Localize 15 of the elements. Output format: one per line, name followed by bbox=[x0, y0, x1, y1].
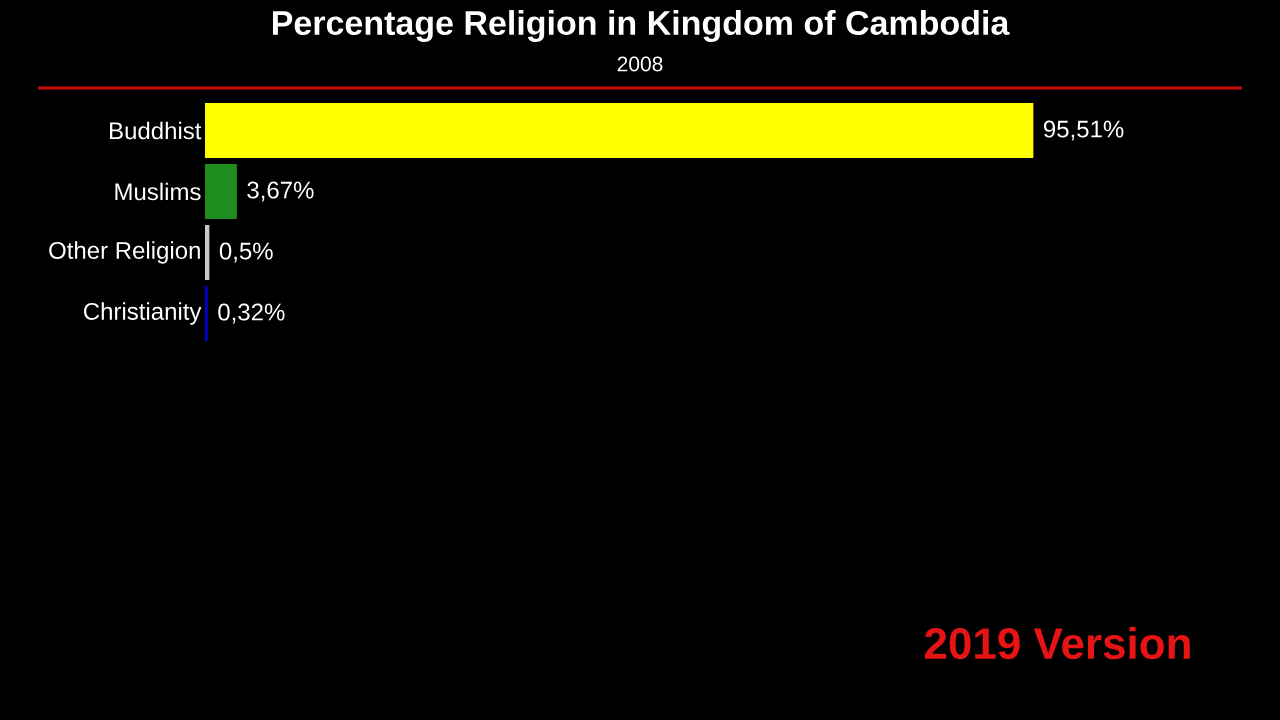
data-label: 0,5% bbox=[219, 242, 273, 263]
y-tick-label: Buddhist bbox=[110, 121, 202, 140]
text: 2019 Version bbox=[924, 626, 1190, 660]
y-tick-label: Muslims bbox=[115, 182, 201, 201]
y-tick-label: Other Religion bbox=[49, 241, 200, 264]
y-tick-label: Christianity bbox=[84, 302, 202, 325]
bar bbox=[205, 225, 210, 280]
chart-subtitle: 2008 bbox=[617, 56, 663, 72]
data-label: 0,32% bbox=[218, 303, 285, 324]
bar bbox=[205, 285, 208, 341]
data-label: 95,51% bbox=[1044, 120, 1124, 141]
data-label: 3,67% bbox=[247, 181, 314, 202]
chart-title: Percentage Religion in Kingdom of Cambodia bbox=[272, 10, 1010, 42]
bar bbox=[205, 164, 237, 219]
bar bbox=[205, 103, 1034, 158]
